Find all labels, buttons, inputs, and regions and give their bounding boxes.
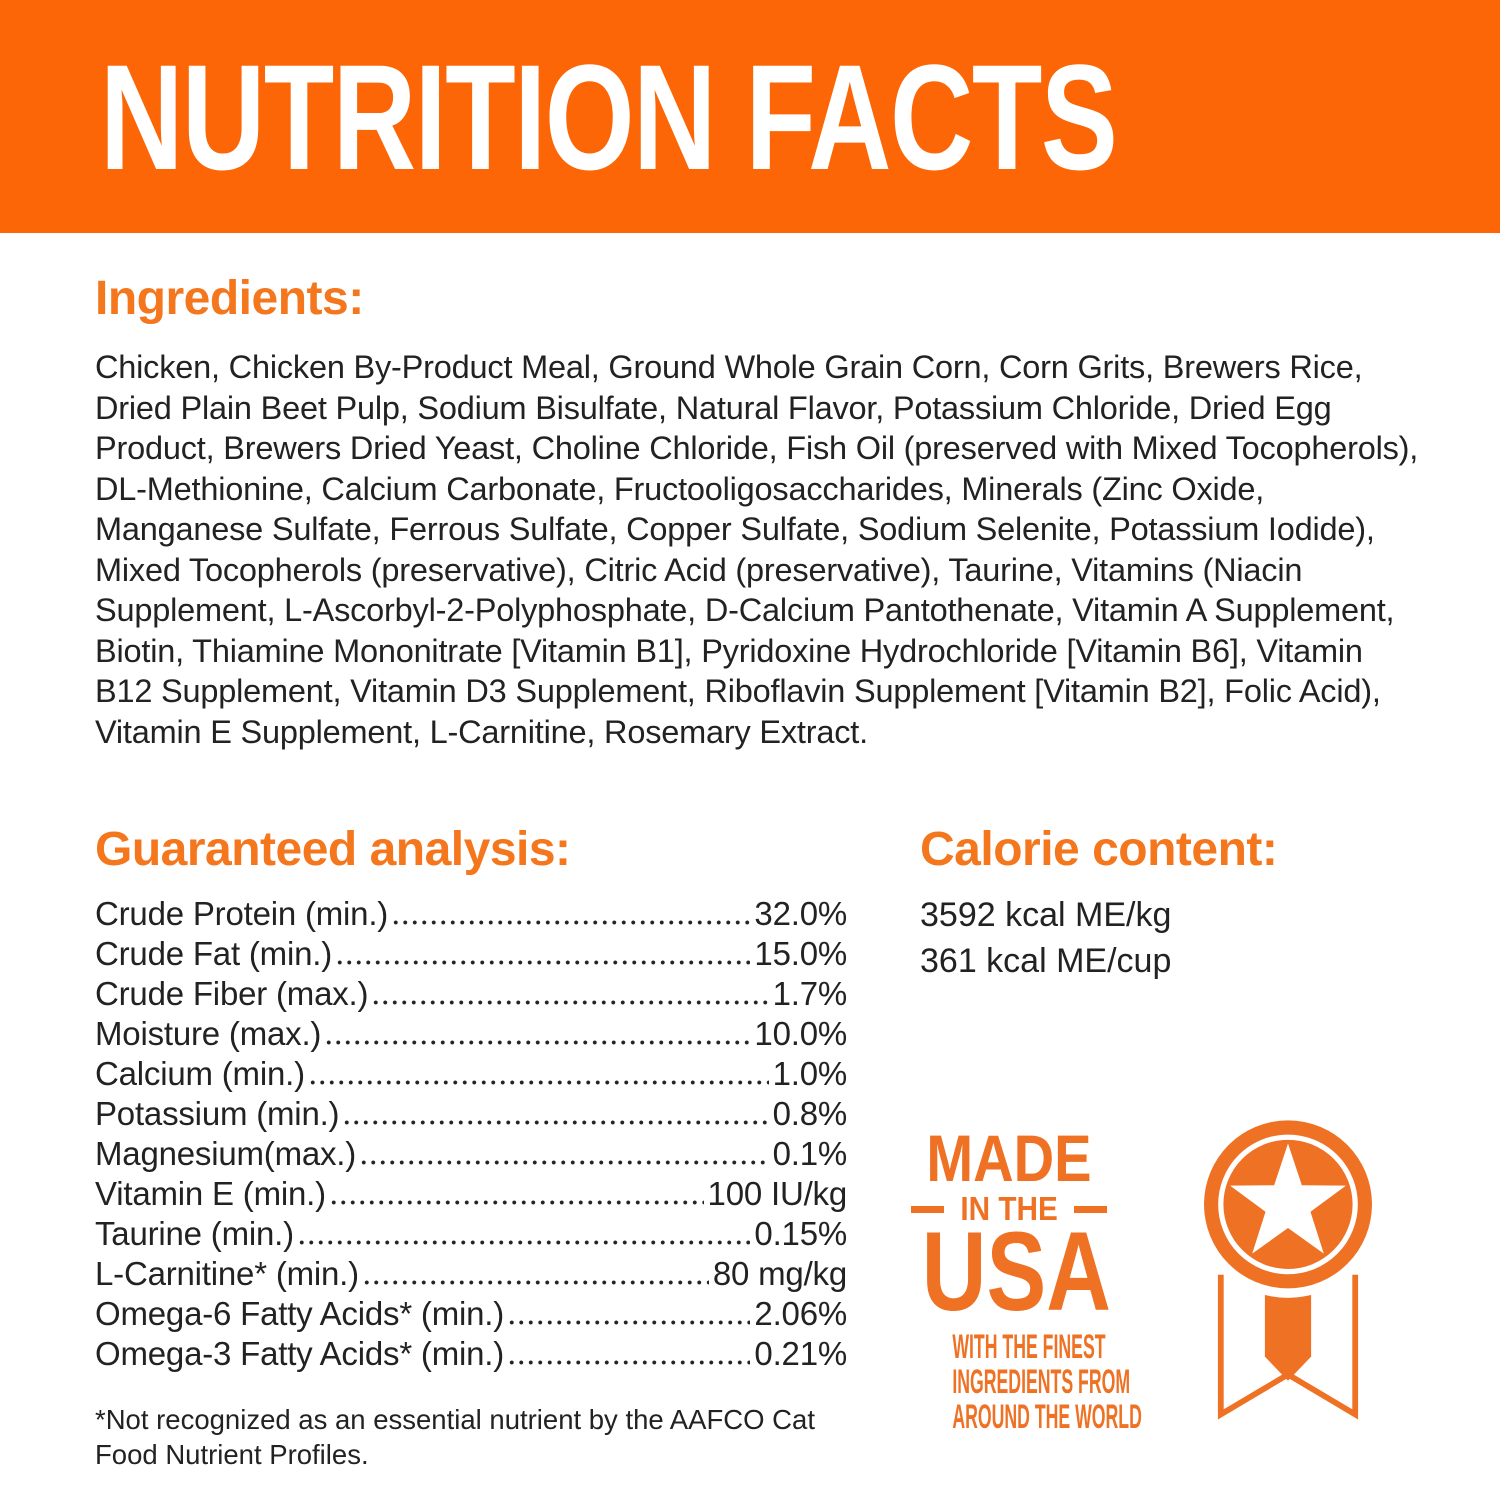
calorie-per-kg: 3592 kcal ME/kg — [920, 896, 1172, 934]
analysis-value: 0.1% — [772, 1135, 848, 1172]
usa-subtitle-line: WITH THE FINEST — [952, 1328, 1106, 1366]
dot-leader — [342, 1120, 769, 1125]
analysis-value: 0.15% — [754, 1215, 847, 1252]
analysis-label: Calcium (min.) — [95, 1055, 305, 1092]
ingredients-text: Chicken, Chicken By-Product Meal, Ground… — [95, 349, 1419, 750]
analysis-row: Taurine (min.) 0.15% — [95, 1214, 847, 1254]
analysis-row: Omega-3 Fatty Acids* (min.) 0.21% — [95, 1334, 847, 1374]
dot-leader — [328, 1200, 704, 1205]
usa-subtitle-line: INGREDIENTS FROM — [952, 1363, 1131, 1401]
analysis-label: Omega-3 Fatty Acids* (min.) — [95, 1335, 505, 1372]
analysis-row: Crude Fiber (max.) 1.7% — [95, 974, 847, 1014]
analysis-value: 100 IU/kg — [707, 1175, 848, 1212]
analysis-row: Magnesium(max.) 0.1% — [95, 1134, 847, 1174]
dot-leader — [324, 1040, 751, 1045]
analysis-value: 1.0% — [772, 1055, 848, 1092]
analysis-row: Calcium (min.) 1.0% — [95, 1054, 847, 1094]
analysis-row: L-Carnitine* (min.) 80 mg/kg — [95, 1254, 847, 1294]
dash-left-icon — [910, 1205, 944, 1213]
dash-right-icon — [1074, 1205, 1108, 1213]
analysis-value: 1.7% — [772, 975, 848, 1012]
guaranteed-analysis-heading: Guaranteed analysis: — [95, 823, 571, 876]
dot-leader — [507, 1320, 751, 1325]
usa-subtitle-line: AROUND THE WORLD — [952, 1398, 1142, 1436]
calorie-content-heading: Calorie content: — [920, 823, 1278, 876]
made-in-usa-block: MADE IN THE USA WITH THE FINEST INGREDIE… — [900, 1121, 1142, 1436]
analysis-label: Vitamin E (min.) — [95, 1175, 326, 1212]
dot-leader — [307, 1080, 769, 1085]
analysis-value: 32.0% — [754, 895, 847, 932]
ingredients-heading: Ingredients: — [95, 272, 364, 325]
analysis-value: 0.8% — [772, 1095, 848, 1132]
page-title: NUTRITION FACTS — [100, 32, 1118, 201]
calorie-content-values: 3592 kcal ME/kg 361 kcal ME/cup — [920, 892, 1171, 984]
usa-subtitle: WITH THE FINEST INGREDIENTS FROM AROUND … — [900, 1328, 1142, 1436]
analysis-label: Crude Fiber (max.) — [95, 975, 369, 1012]
dot-leader — [335, 960, 751, 965]
dot-leader — [359, 1160, 769, 1165]
analysis-row: Moisture (max.) 10.0% — [95, 1014, 847, 1054]
dot-leader — [391, 920, 751, 925]
analysis-label: L-Carnitine* (min.) — [95, 1255, 359, 1292]
usa-text: USA — [921, 1209, 1111, 1334]
dot-leader — [296, 1240, 751, 1245]
analysis-value: 10.0% — [754, 1015, 847, 1052]
analysis-label: Moisture (max.) — [95, 1015, 322, 1052]
analysis-row: Omega-6 Fatty Acids* (min.) 2.06% — [95, 1294, 847, 1334]
analysis-row: Potassium (min.) 0.8% — [95, 1094, 847, 1134]
ribbon-star-badge-icon — [1194, 1112, 1382, 1420]
header-banner: NUTRITION FACTS — [0, 0, 1500, 233]
aafco-footnote: *Not recognized as an essential nutrient… — [95, 1404, 815, 1470]
dot-leader — [507, 1360, 751, 1365]
analysis-label: Omega-6 Fatty Acids* (min.) — [95, 1295, 505, 1332]
guaranteed-analysis-list: Crude Protein (min.) 32.0% Crude Fat (mi… — [95, 894, 847, 1374]
analysis-row: Crude Protein (min.) 32.0% — [95, 894, 847, 934]
dot-leader — [371, 1000, 769, 1005]
analysis-label: Crude Fat (min.) — [95, 935, 333, 972]
analysis-value: 80 mg/kg — [712, 1255, 847, 1292]
analysis-value: 15.0% — [754, 935, 847, 972]
analysis-value: 2.06% — [754, 1295, 847, 1332]
calorie-per-cup: 361 kcal ME/cup — [920, 942, 1172, 980]
dot-leader — [361, 1280, 709, 1285]
analysis-value: 0.21% — [754, 1335, 847, 1372]
in-the-text: IN THE — [960, 1190, 1058, 1227]
analysis-label: Potassium (min.) — [95, 1095, 340, 1132]
in-the-row: IN THE — [900, 1190, 1118, 1227]
analysis-label: Taurine (min.) — [95, 1215, 294, 1252]
made-text: MADE — [926, 1121, 1092, 1195]
analysis-row: Vitamin E (min.) 100 IU/kg — [95, 1174, 847, 1214]
analysis-label: Magnesium(max.) — [95, 1135, 357, 1172]
analysis-label: Crude Protein (min.) — [95, 895, 389, 932]
analysis-row: Crude Fat (min.) 15.0% — [95, 934, 847, 974]
